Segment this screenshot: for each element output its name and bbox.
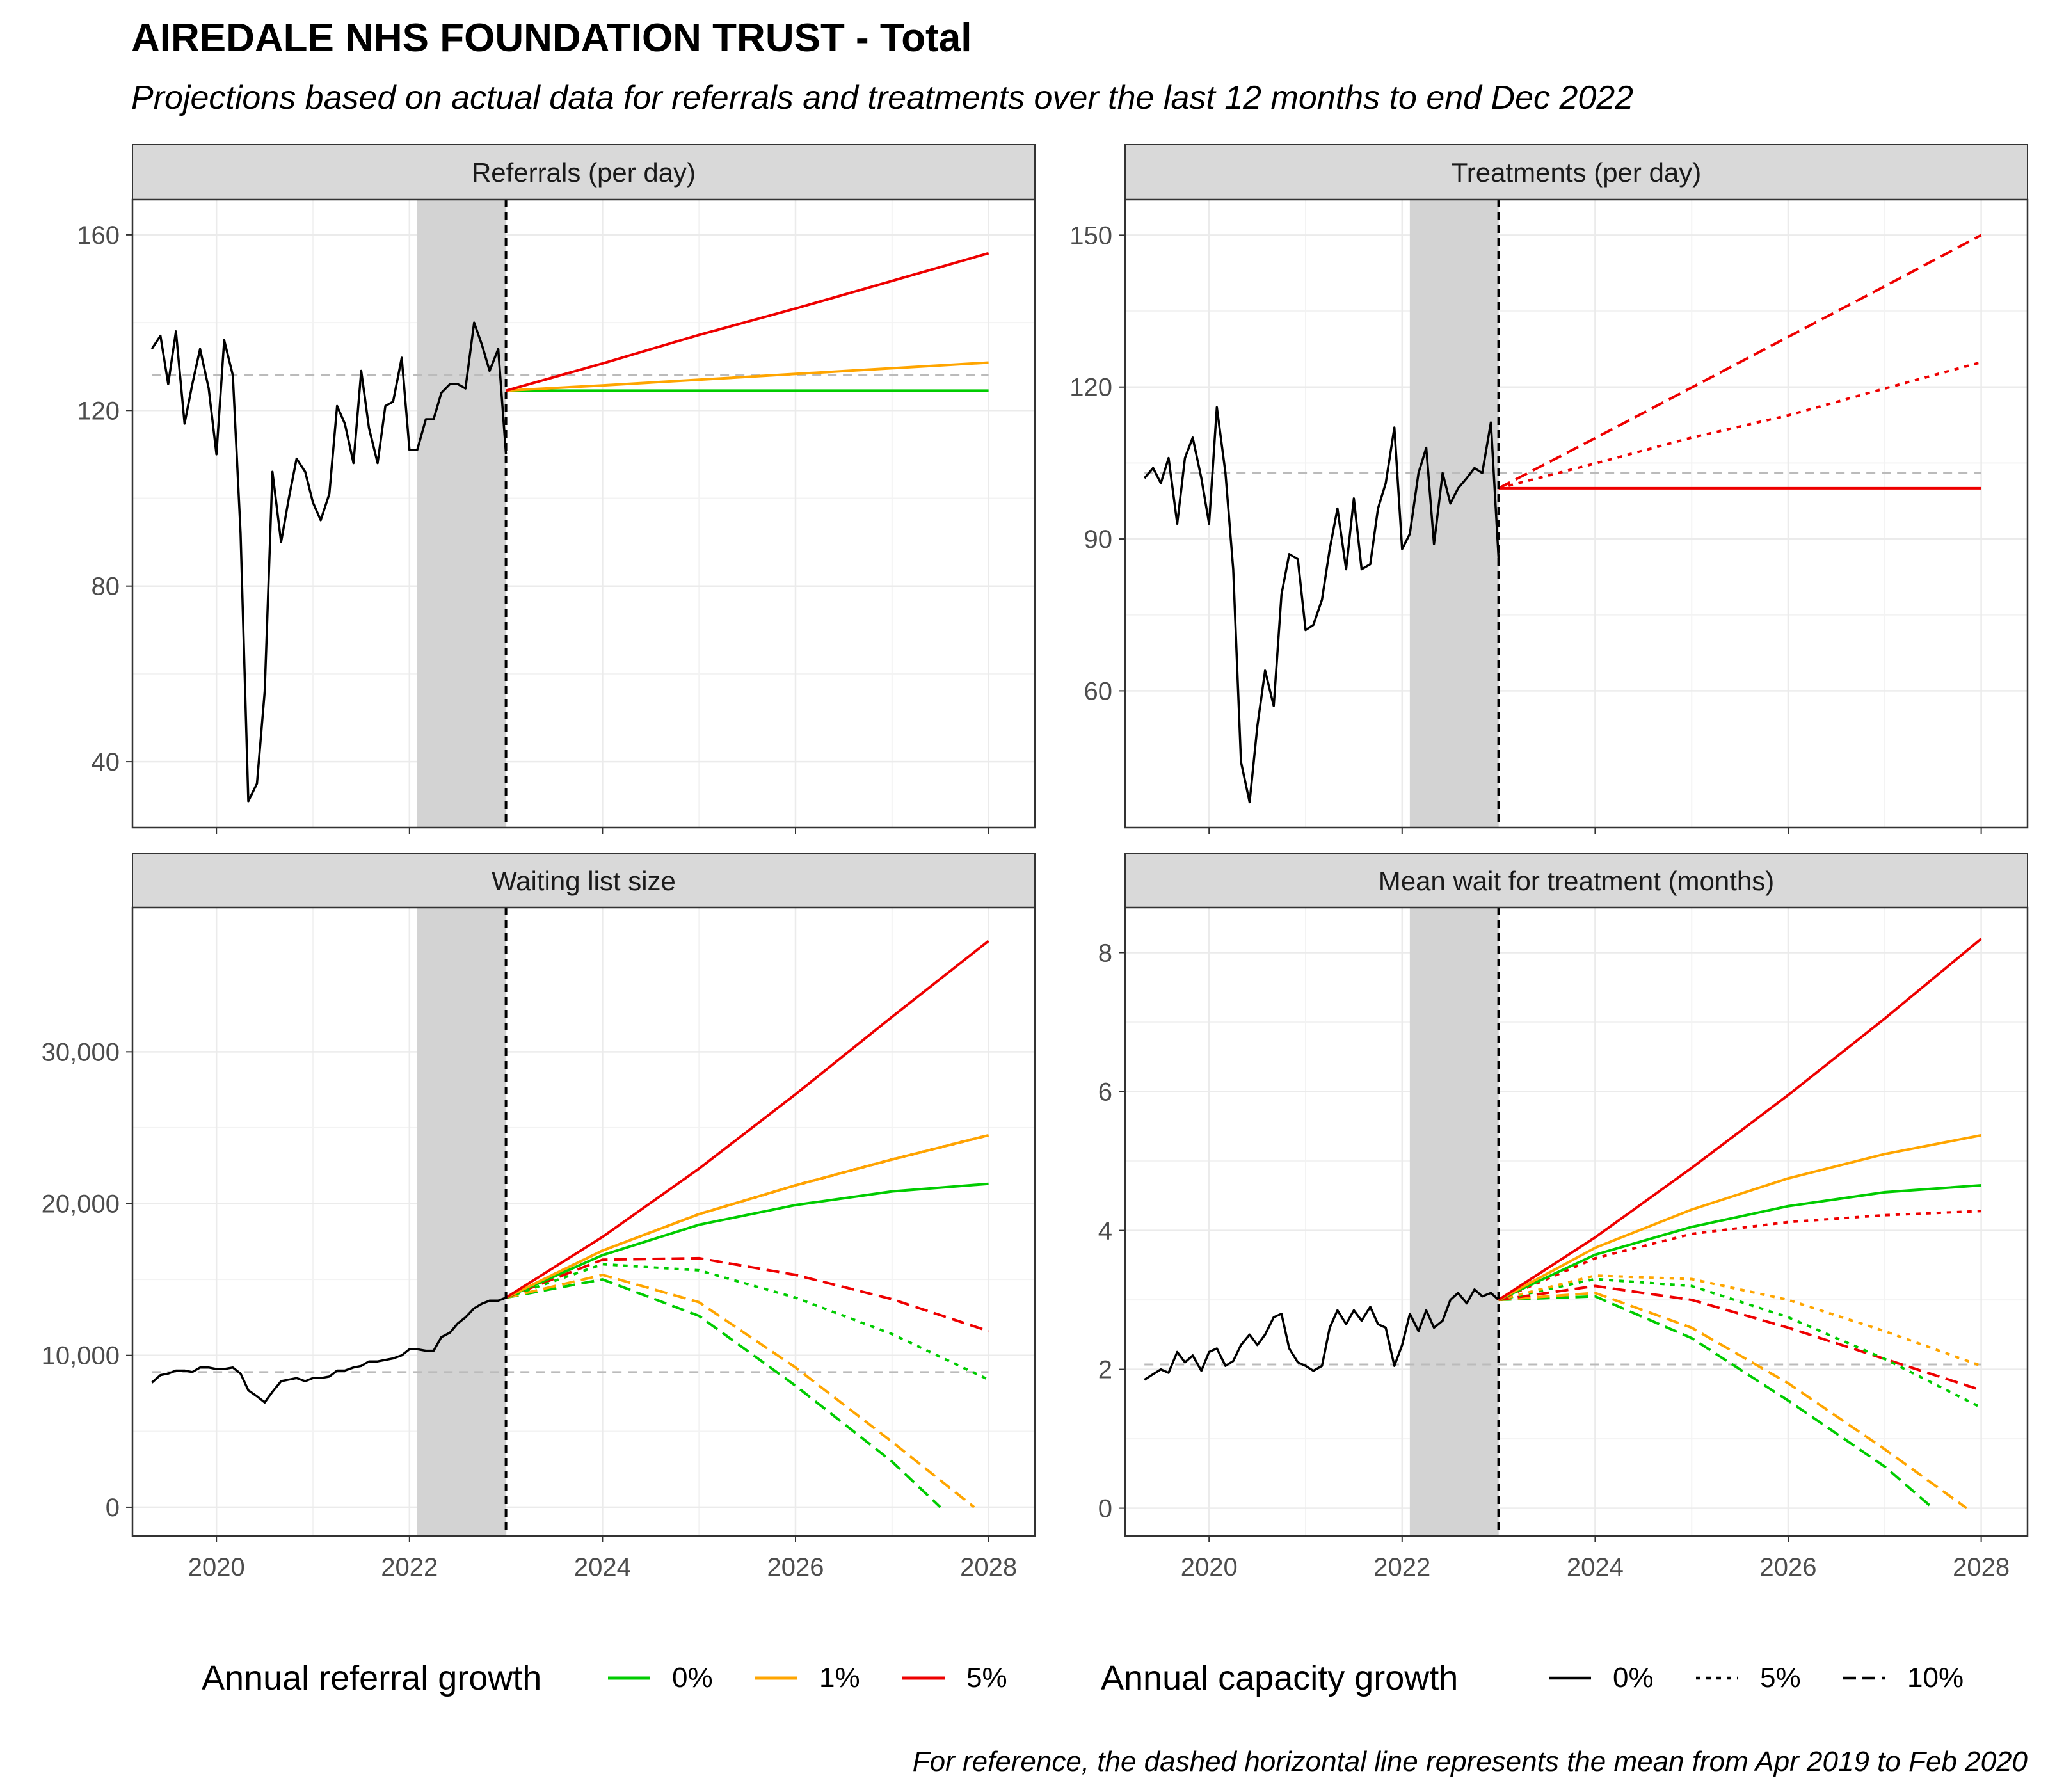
y-tick-label: 160 bbox=[77, 221, 120, 250]
series-projection-growth-5pct-capacity-5pct bbox=[1498, 361, 1982, 490]
panel-3: Waiting list size 2020 2022 2024 2026 2028 0 10… bbox=[42, 853, 1036, 1581]
series-projection-growth-0pct-capacity-5pct bbox=[1498, 1277, 1982, 1409]
series-actual bbox=[150, 321, 508, 803]
x-tick-label: 2022 bbox=[381, 1553, 438, 1581]
y-tick-label: 6 bbox=[1098, 1078, 1112, 1107]
legend: Annual referral growth 0% 1% 5% Annual cap… bbox=[202, 1659, 1964, 1697]
x-tick-label: 2026 bbox=[767, 1553, 824, 1581]
legend-referral-items: 0% 1% 5% bbox=[608, 1662, 1007, 1693]
series-projection-growth-1pct-capacity-5pct bbox=[1498, 1274, 1982, 1368]
panel-2: Treatments (per day) 60 90 120 150 bbox=[1069, 144, 2029, 834]
series-projection-growth-0pct-capacity-10pct bbox=[506, 1278, 941, 1508]
x-tick-label: 2028 bbox=[1953, 1553, 2010, 1581]
y-tick-label: 10,000 bbox=[42, 1342, 120, 1370]
series-actual bbox=[1143, 406, 1500, 804]
x-tick-label: 2028 bbox=[960, 1553, 1017, 1581]
panel-title: Mean wait for treatment (months) bbox=[1379, 866, 1775, 896]
legend-referral-label: 5% bbox=[966, 1662, 1007, 1693]
series-projection-growth-1pct-capacity-0pct bbox=[505, 1133, 989, 1299]
panels: Referrals (per day)4080120160Treatments … bbox=[42, 144, 2029, 1581]
x-tick-label: 2022 bbox=[1373, 1553, 1430, 1581]
panel-1: Referrals (per day) 40 80 120 160 bbox=[77, 144, 1036, 834]
y-tick-label: 120 bbox=[1069, 374, 1112, 402]
y-tick-label: 40 bbox=[92, 748, 120, 776]
chart-subtitle: Projections based on actual data for ref… bbox=[131, 79, 1633, 116]
y-tick-label: 90 bbox=[1084, 525, 1113, 554]
shaded-period bbox=[1409, 200, 1499, 828]
series-projection-growth-0pct-capacity-0pct bbox=[505, 1182, 989, 1299]
series-actual bbox=[1144, 1288, 1500, 1381]
legend-capacity-label: 0% bbox=[1613, 1662, 1654, 1693]
x-tick-label: 2024 bbox=[1567, 1553, 1624, 1581]
panel-border bbox=[131, 198, 1036, 829]
shaded-period bbox=[1409, 908, 1499, 1536]
y-tick-label: 60 bbox=[1084, 677, 1113, 705]
y-tick-label: 8 bbox=[1098, 940, 1112, 968]
series-projection-growth-1pct-capacity-5pct bbox=[505, 1133, 989, 1299]
y-tick-label: 20,000 bbox=[42, 1190, 120, 1219]
y-tick-label: 80 bbox=[92, 573, 120, 601]
chart-title: AIREDALE NHS FOUNDATION TRUST - Total bbox=[131, 16, 972, 60]
panel-4: Mean wait for treatment (months) 2020 2022… bbox=[1098, 853, 2029, 1581]
y-tick-label: 4 bbox=[1098, 1217, 1112, 1245]
y-tick-label: 150 bbox=[1069, 221, 1112, 250]
legend-capacity-title: Annual capacity growth bbox=[1101, 1659, 1458, 1697]
y-tick-label: 0 bbox=[1098, 1495, 1112, 1523]
series-projection-growth-5pct-capacity-0pct bbox=[1498, 938, 1982, 1301]
series-projection-growth-5pct-capacity-5pct bbox=[505, 1133, 989, 1299]
series-projection-growth-0pct-capacity-5pct bbox=[505, 1263, 989, 1381]
legend-referral-label: 1% bbox=[819, 1662, 860, 1693]
y-tick-label: 30,000 bbox=[42, 1038, 120, 1066]
panel-title: Treatments (per day) bbox=[1452, 157, 1702, 188]
legend-capacity-label: 5% bbox=[1760, 1662, 1801, 1693]
chart-caption: For reference, the dashed horizontal lin… bbox=[913, 1746, 2028, 1777]
series-projection-growth-1pct-capacity-0pct bbox=[506, 361, 989, 392]
series-projection-growth-5pct-capacity-0pct bbox=[506, 252, 989, 392]
x-tick-label: 2024 bbox=[574, 1553, 631, 1581]
series-projection-growth-5pct-capacity-10pct bbox=[1498, 1284, 1982, 1392]
x-tick-label: 2026 bbox=[1760, 1553, 1817, 1581]
x-tick-label: 2020 bbox=[188, 1553, 245, 1581]
series-projection-growth-1pct-capacity-0pct bbox=[1498, 1133, 1981, 1301]
panel-title: Referrals (per day) bbox=[472, 157, 696, 188]
x-tick-label: 2020 bbox=[1181, 1553, 1238, 1581]
legend-capacity-items: 0% 5% 10% bbox=[1549, 1662, 1964, 1693]
legend-referral-label: 0% bbox=[672, 1662, 713, 1693]
y-tick-label: 0 bbox=[106, 1494, 120, 1522]
series-projection-growth-5pct-capacity-0pct bbox=[505, 940, 989, 1299]
y-tick-label: 2 bbox=[1098, 1356, 1112, 1384]
series-projection-growth-5pct-capacity-5pct bbox=[1498, 1210, 1981, 1301]
panel-border bbox=[131, 906, 1036, 1537]
series-actual bbox=[151, 1296, 507, 1404]
series-projection-growth-5pct-capacity-10pct bbox=[505, 1256, 989, 1332]
series-projection-growth-5pct-capacity-10pct bbox=[1498, 234, 1982, 490]
shaded-period bbox=[417, 908, 506, 1536]
panel-title: Waiting list size bbox=[492, 866, 676, 896]
series-projection-growth-1pct-capacity-10pct bbox=[1498, 1292, 1968, 1510]
panel-border bbox=[1124, 198, 2029, 829]
legend-capacity-label: 10% bbox=[1907, 1662, 1964, 1693]
panel-strip bbox=[132, 144, 1036, 200]
shaded-period bbox=[417, 200, 506, 828]
legend-referral-title: Annual referral growth bbox=[202, 1659, 541, 1697]
series-projection-growth-1pct-capacity-10pct bbox=[506, 1274, 975, 1508]
series-projection-growth-0pct-capacity-10pct bbox=[1498, 1295, 1934, 1510]
panel-border bbox=[1124, 906, 2029, 1537]
series-projection-growth-0pct-capacity-0pct bbox=[1498, 1184, 1981, 1301]
panel-strip bbox=[1124, 144, 2028, 200]
y-tick-label: 120 bbox=[77, 397, 120, 425]
